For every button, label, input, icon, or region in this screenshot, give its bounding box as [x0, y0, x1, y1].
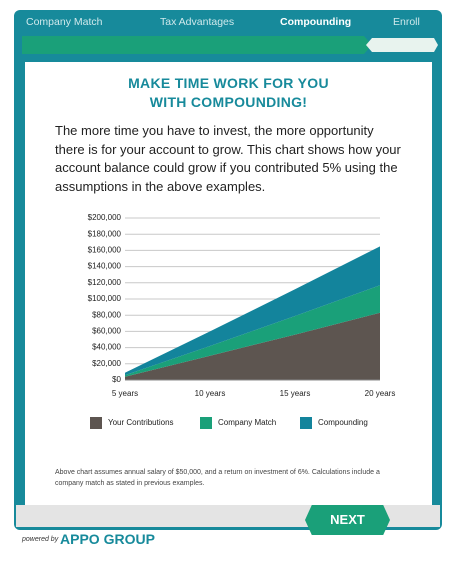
footnote: Above chart assumes annual salary of $50…	[55, 469, 380, 487]
paragraph: The more time you have to invest, the mo…	[55, 123, 401, 194]
x-tick-label: 10 years	[195, 389, 226, 398]
y-tick-label: $100,000	[88, 294, 122, 303]
nav-tab[interactable]: Tax Advantages	[160, 16, 235, 28]
legend-label: Company Match	[218, 418, 276, 427]
nav-tab[interactable]: Compounding	[280, 16, 352, 28]
y-tick-label: $80,000	[92, 310, 121, 319]
heading-line: MAKE TIME WORK FOR YOU	[128, 75, 329, 91]
y-tick-label: $180,000	[88, 229, 122, 238]
legend-swatch	[200, 417, 212, 429]
brand: APPO GROUP	[60, 531, 155, 547]
y-tick-label: $120,000	[88, 278, 122, 287]
y-tick-label: $40,000	[92, 343, 121, 352]
legend-label: Your Contributions	[108, 418, 174, 427]
y-tick-label: $60,000	[92, 327, 121, 336]
area	[125, 246, 380, 376]
x-tick-label: 15 years	[280, 389, 311, 398]
heading-line: WITH COMPOUNDING!	[149, 94, 308, 110]
y-tick-label: $160,000	[88, 246, 122, 255]
progress-fill	[22, 36, 372, 54]
nav: Company Match Tax Advantages Compounding…	[14, 0, 442, 30]
legend-swatch	[90, 417, 102, 429]
y-tick-label: $20,000	[92, 359, 121, 368]
legend-label: Compounding	[318, 418, 368, 427]
nav-tab[interactable]: Company Match	[26, 16, 103, 28]
chart: $0 $20,000 $40,000 $60,000 $80,000 $100,000 $1…	[88, 213, 396, 429]
y-tick-label: $140,000	[88, 262, 122, 271]
heading: MAKE TIME WORK FOR YOU WITH COMPOUNDING!	[25, 74, 432, 112]
x-tick-label: 20 years	[365, 389, 396, 398]
y-tick-label: $0	[112, 375, 121, 384]
next-button[interactable]: NEXT	[305, 505, 390, 535]
progress-rest	[366, 38, 438, 52]
area	[125, 312, 380, 380]
y-tick-label: $200,000	[88, 213, 122, 222]
nav-tab[interactable]: Enroll	[393, 16, 420, 28]
powered-by: powered by	[22, 536, 59, 543]
legend-swatch	[300, 417, 312, 429]
x-tick-label: 5 years	[112, 389, 138, 398]
progress-bar	[22, 36, 438, 54]
